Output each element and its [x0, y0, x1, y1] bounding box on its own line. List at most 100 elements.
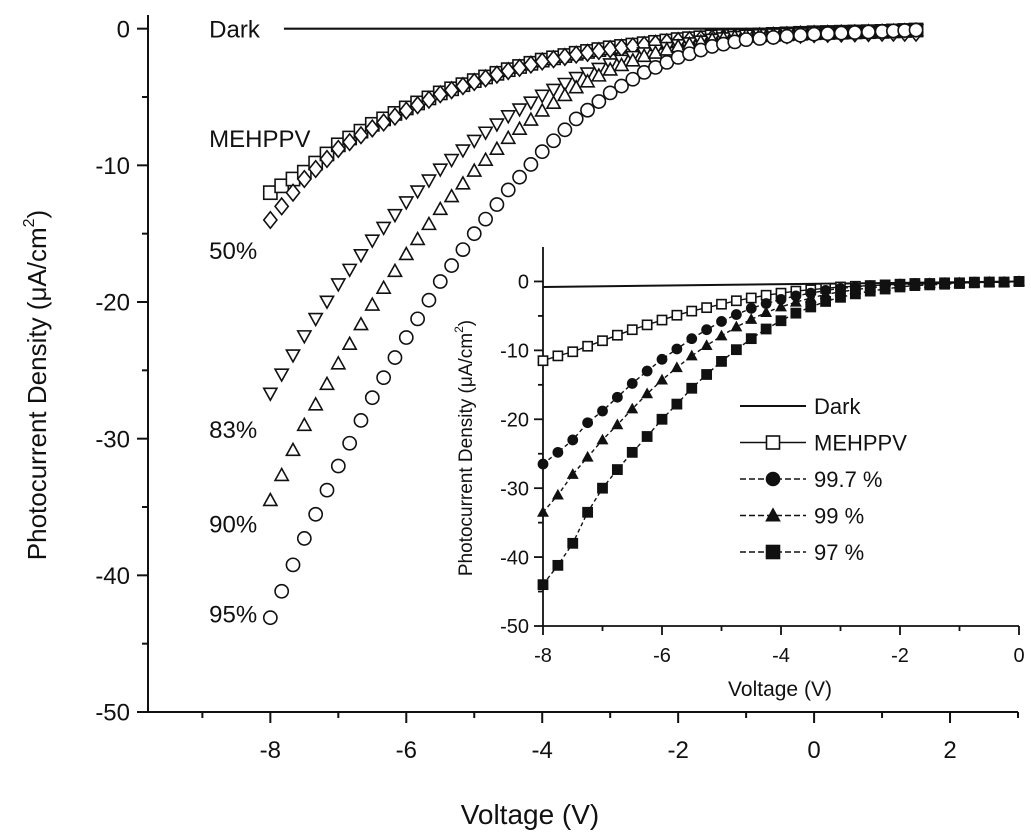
inset-point-99-7	[552, 446, 564, 458]
main-x-tick-label: 0	[807, 737, 820, 764]
inset-point-97	[805, 301, 817, 313]
inset-point-99-7	[597, 405, 608, 417]
inset-point-mehppv	[656, 314, 668, 326]
main-point-90	[613, 56, 630, 72]
main-point-90	[636, 47, 653, 63]
main-point-83	[398, 196, 415, 211]
main-point-90	[500, 129, 517, 145]
inset-point-97	[537, 579, 549, 591]
inset-point-97	[998, 276, 1010, 288]
main-point-95	[330, 458, 346, 474]
main-x-tick-label: -6	[396, 737, 417, 764]
inset-point-99	[789, 295, 802, 307]
inset-y-axis-title-sup: 2	[452, 326, 466, 333]
main-y-axis-title-close: )	[22, 210, 52, 219]
inset-point-97	[552, 559, 564, 571]
inset-point-mehppv	[582, 340, 594, 352]
inset-point-mehppv	[537, 355, 549, 367]
main-point-83	[262, 387, 279, 402]
main-point-95	[262, 610, 278, 626]
inset-point-97	[641, 431, 653, 442]
main-point-50	[308, 159, 324, 179]
main-point-90	[556, 86, 573, 102]
inset-point-mehppv	[671, 309, 683, 321]
inset-point-99-7	[582, 417, 594, 429]
inset-point-97	[835, 291, 846, 303]
inset-point-99-7	[537, 458, 549, 470]
main-point-83	[341, 263, 358, 278]
inset-point-99	[626, 402, 639, 414]
inset-point-99-7	[641, 365, 653, 377]
main-point-83	[443, 153, 460, 169]
inset-point-99-7	[745, 302, 757, 314]
main-point-95	[342, 435, 358, 451]
inset-x-axis-title: Voltage (V)	[728, 678, 832, 701]
main-point-50	[409, 95, 426, 115]
main-point-83	[296, 330, 313, 345]
main-y-tick-label: -30	[95, 426, 130, 453]
main-point-90	[285, 441, 301, 457]
curve-label-95: 95%	[209, 602, 257, 629]
main-point-90	[296, 416, 313, 432]
main-point-90	[624, 52, 641, 67]
inset-point-mehppv	[626, 324, 638, 336]
inset-point-99	[670, 361, 683, 373]
legend-entry-mehppv: MEHPPV	[740, 431, 907, 456]
main-point-90	[409, 230, 426, 246]
main-point-95	[752, 31, 768, 46]
inset-point-99-7	[626, 378, 638, 389]
legend-entry-dark: Dark	[740, 394, 861, 419]
main-point-95	[523, 157, 539, 172]
inset-y-tick-label: 0	[518, 272, 529, 294]
main-point-83	[556, 77, 573, 93]
main-point-90	[341, 335, 358, 350]
main-point-50	[296, 169, 312, 189]
main-point-50	[364, 118, 380, 138]
inset-point-97	[894, 281, 906, 293]
main-point-95	[765, 30, 781, 45]
main-point-95	[847, 25, 863, 40]
inset-point-99	[537, 506, 549, 517]
legend-marker-99	[765, 507, 781, 522]
main-point-95	[489, 197, 505, 212]
main-point-95	[614, 78, 629, 94]
curve-label-50: 50%	[209, 238, 257, 265]
main-point-90	[443, 188, 460, 203]
inset-point-99	[596, 433, 609, 445]
inset-point-99	[551, 488, 564, 500]
main-point-90	[602, 61, 619, 76]
inset-point-99-7	[730, 309, 742, 320]
inset-point-99-7	[671, 343, 683, 355]
main-point-83	[568, 71, 585, 87]
inset-point-99	[700, 339, 713, 351]
main-x-tick-label: -8	[260, 737, 281, 764]
inset-point-97	[626, 446, 638, 458]
inset-point-97	[1013, 276, 1025, 287]
inset-point-97	[671, 398, 683, 410]
main-point-90	[432, 200, 449, 216]
main-point-90	[579, 73, 596, 88]
main-x-tick-label: -4	[532, 737, 553, 764]
main-point-95	[806, 26, 822, 42]
inset-point-97	[909, 280, 921, 291]
legend-entry-99-7: 99.7 %	[740, 467, 883, 492]
inset-point-97	[611, 464, 623, 475]
inset-point-mehppv	[730, 295, 742, 307]
main-point-95	[861, 24, 876, 40]
main-point-50	[342, 132, 358, 152]
main-point-90	[273, 466, 290, 482]
main-point-50	[285, 183, 301, 203]
main-point-90	[534, 102, 551, 117]
legend-marker-97	[765, 544, 781, 560]
main-point-95	[591, 94, 607, 109]
main-point-83	[545, 83, 562, 98]
main-y-tick-label: -50	[95, 700, 130, 727]
main-point-95	[602, 85, 618, 101]
main-point-95	[793, 27, 808, 43]
main-point-50	[421, 90, 437, 110]
main-point-83	[534, 89, 551, 104]
inset-point-97	[939, 278, 951, 290]
inset-point-97	[730, 344, 742, 356]
main-point-90	[353, 316, 369, 331]
